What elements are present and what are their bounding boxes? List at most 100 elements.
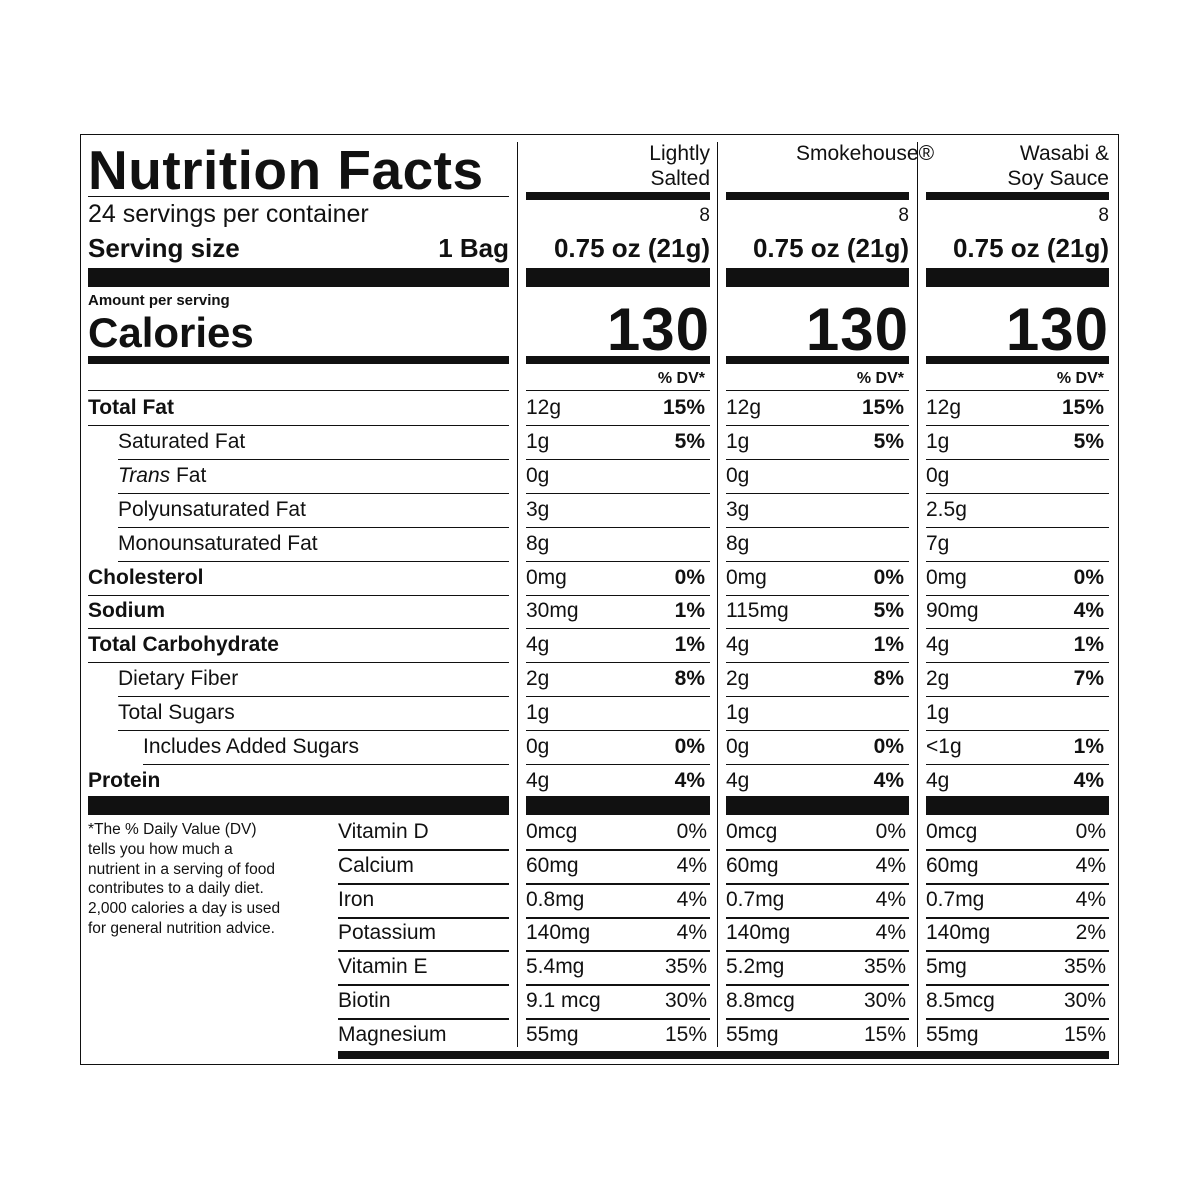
amount: 4g (726, 768, 750, 792)
rule (926, 425, 1109, 426)
percent-dv: 0% (676, 820, 707, 843)
serving-size-label: Serving size (88, 233, 240, 263)
percent-dv: 0% (873, 565, 904, 589)
amount: 0g (526, 735, 550, 758)
rule (726, 526, 909, 528)
amount: <1g (926, 735, 962, 758)
rule (88, 425, 509, 426)
label-border (80, 134, 1119, 1065)
amount: 5.2mg (726, 955, 785, 979)
rule (726, 628, 909, 630)
amount: 60mg (926, 853, 979, 877)
rule (726, 984, 909, 987)
rule (338, 950, 509, 953)
amount: 55mg (726, 1022, 779, 1046)
percent-dv: 4% (1075, 887, 1106, 911)
nutrient-label-text: Protein (88, 768, 161, 792)
column-name: Lightly Salted (649, 142, 710, 190)
medium-bar (726, 356, 909, 364)
percent-dv: 4% (676, 921, 707, 945)
vitamin-label: Potassium (338, 921, 437, 945)
amount: 1g (926, 701, 950, 725)
amount: 4g (526, 768, 550, 792)
percent-dv: 4% (676, 887, 707, 911)
rule (926, 526, 1109, 528)
nutrient-label-text: Total Fat (88, 396, 174, 419)
rule (726, 492, 909, 494)
rule (526, 882, 710, 885)
amount: 0mcg (726, 820, 778, 843)
rule (526, 594, 710, 596)
nutrient-label: Trans Fat (118, 464, 206, 488)
percent-dv: 4% (875, 853, 906, 877)
amount: 8.5mcg (926, 989, 995, 1012)
percent-dv: 35% (863, 955, 906, 979)
nutrient-label: Monounsaturated Fat (118, 532, 318, 556)
rule (118, 730, 509, 732)
column-bar (926, 192, 1109, 200)
rule (88, 662, 509, 664)
amount: 8g (526, 531, 550, 555)
rule (926, 730, 1109, 732)
nutrient-label: Cholesterol (88, 566, 204, 590)
amount: 0.7mg (926, 887, 985, 911)
rule (926, 984, 1109, 987)
amount: 0mg (926, 565, 967, 589)
column-bar (526, 192, 710, 200)
amount: 2g (526, 667, 550, 691)
nutrient-label-text: Monounsaturated Fat (118, 531, 318, 555)
amount: 8g (726, 531, 750, 555)
amount: 1g (526, 701, 550, 725)
percent-dv: 4% (1073, 768, 1104, 792)
amount: 1g (526, 429, 550, 453)
amount: 12g (726, 396, 762, 419)
column-servings: 8 (1098, 205, 1109, 226)
nutrient-label-text: Includes Added Sugars (143, 735, 359, 758)
percent-dv: 5% (873, 429, 904, 453)
thick-bar (726, 268, 909, 287)
vitamin-label: Iron (338, 887, 375, 911)
rule (726, 1018, 909, 1020)
amount: 5.4mg (526, 955, 585, 979)
amount: 4g (926, 633, 950, 657)
rule (726, 390, 909, 391)
rule (926, 662, 1109, 664)
rule (926, 594, 1109, 596)
percent-dv: 0% (1075, 820, 1106, 843)
nutrient-label: Polyunsaturated Fat (118, 498, 306, 522)
rule (726, 764, 909, 765)
nutrient-label-italic: Trans (118, 463, 171, 487)
rule (726, 425, 909, 426)
rule (526, 560, 710, 562)
title: Nutrition Facts (88, 139, 484, 201)
amount: 12g (926, 396, 962, 419)
rule (118, 560, 509, 562)
thick-bar (726, 796, 909, 815)
nutrient-label-text: Saturated Fat (118, 429, 246, 453)
percent-dv: 30% (1063, 989, 1106, 1012)
rule (88, 628, 509, 630)
amount: 1g (926, 429, 950, 453)
rule (926, 492, 1109, 494)
amount: 9.1 mcg (526, 989, 601, 1012)
percent-dv: 15% (1063, 1022, 1106, 1046)
column-name: Wasabi & Soy Sauce (1007, 142, 1109, 190)
percent-dv: 5% (873, 599, 904, 623)
rule (526, 916, 710, 919)
rule (726, 696, 909, 698)
percent-dv: 0% (1073, 565, 1104, 589)
column-bar (726, 192, 909, 200)
nutrient-label: Saturated Fat (118, 430, 245, 454)
amount: 2g (726, 667, 750, 691)
percent-dv: 8% (674, 667, 705, 691)
amount: 0mcg (526, 820, 578, 843)
rule (118, 492, 509, 494)
rule (88, 196, 509, 197)
column-serving-size: 0.75 oz (21g) (553, 233, 710, 263)
amount: 3g (526, 497, 550, 521)
nutrient-label: Dietary Fiber (118, 667, 238, 691)
rule (926, 1018, 1109, 1020)
percent-dv: 0% (875, 820, 906, 843)
medium-bar (526, 356, 710, 364)
